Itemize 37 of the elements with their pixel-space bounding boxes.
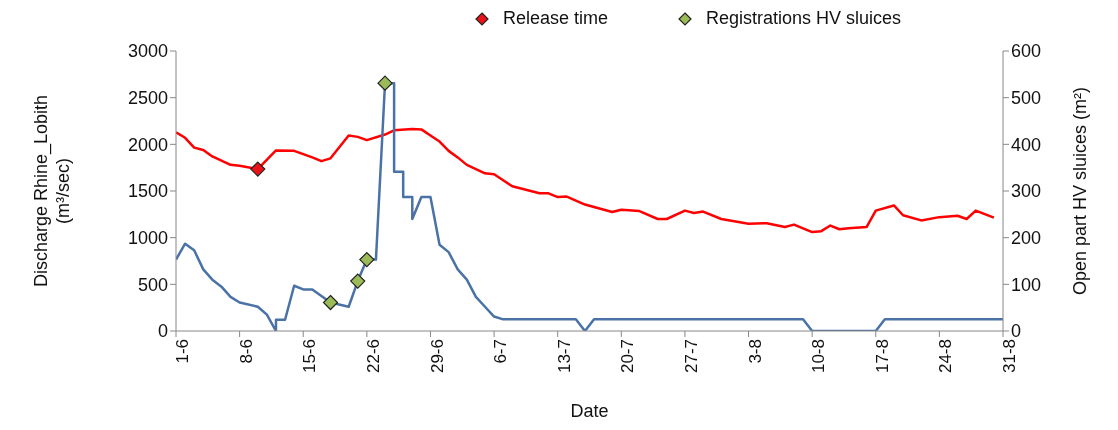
x-tick-label: 20-7 [618,339,638,374]
x-tick-label: 1-6 [173,339,193,364]
y2-tick-label: 600 [1011,41,1042,62]
y-axis-title: Discharge Rhine_Lobith (m³/sec) [31,94,73,288]
x-tick-label: 27-7 [681,339,701,374]
y-tick-label: 2500 [127,88,168,109]
y2-tick-label: 500 [1011,88,1042,109]
x-tick-label: 17-8 [872,339,892,374]
point [377,75,393,91]
x-tick-label: 10-8 [809,339,829,374]
y-tick-label: 500 [137,274,168,295]
x-tick-label: 3-8 [745,339,765,364]
x-tick-label: 24-8 [936,339,956,374]
x-tick-label: 8-6 [236,339,256,364]
point [359,252,375,268]
point [322,294,339,311]
y-tick-label: 0 [157,321,168,342]
y2-axis-title: Open part HV sluices (m²) [1070,86,1090,296]
legend-label: Registrations HV sluices [705,8,902,29]
y-tick-label: 2000 [127,134,168,155]
x-tick-label: 6-7 [491,339,511,364]
legend-label: Release time [502,8,608,29]
y2-tick-label: 300 [1011,181,1042,202]
y2-tick-label: 200 [1011,228,1042,249]
point [350,273,366,289]
x-tick-label: 29-6 [427,339,447,374]
line-series [176,127,996,234]
y2-tick-label: 400 [1011,134,1042,155]
x-tick-label: 13-7 [554,339,574,374]
x-tick-label: 15-6 [300,339,320,374]
y-tick-label: 1000 [127,228,168,249]
y-tick-label: 1500 [127,181,168,202]
x-axis-title: Date [570,401,609,421]
x-tick-label: 22-6 [363,339,383,374]
y-tick-label: 3000 [127,41,168,62]
y2-tick-label: 100 [1011,274,1042,295]
x-tick-label: 31-8 [1000,339,1020,374]
